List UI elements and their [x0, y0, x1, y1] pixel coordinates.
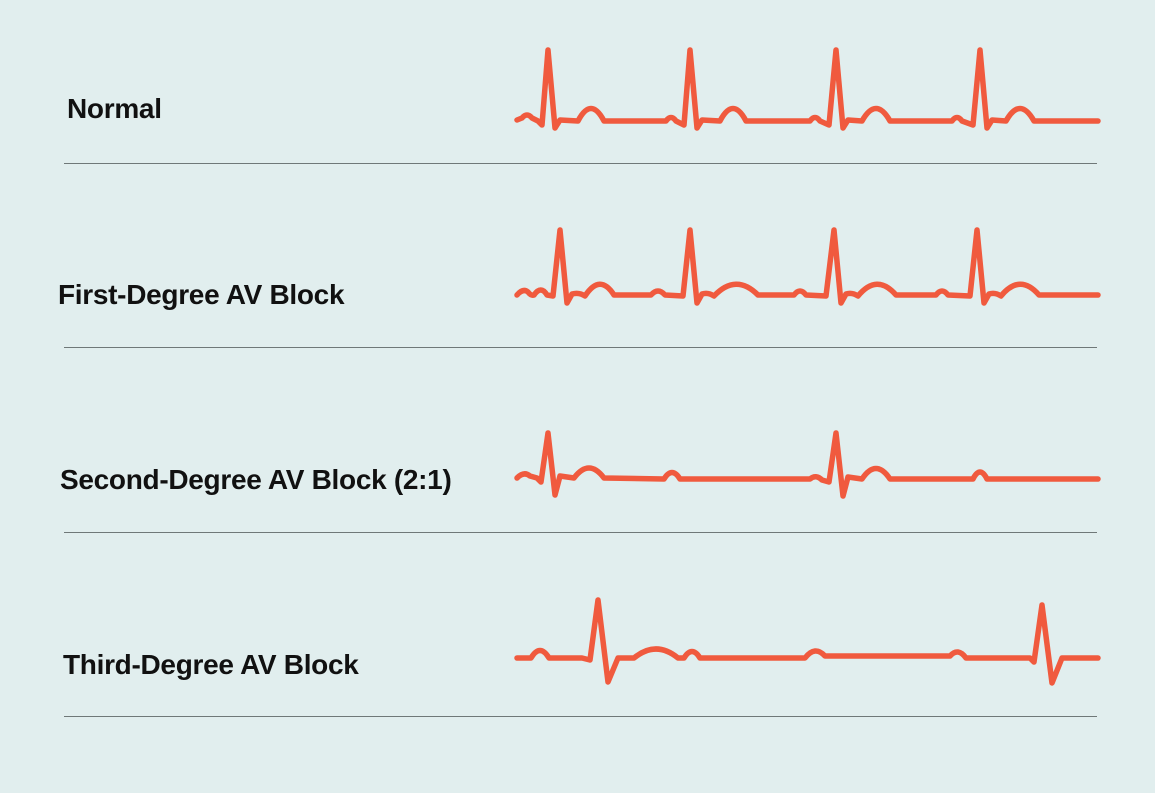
ecg-waveform	[517, 600, 1098, 683]
row-divider	[64, 347, 1097, 348]
rhythm-row-third-degree: Third-Degree AV Block	[0, 555, 1155, 740]
rhythm-row-first-degree: First-Degree AV Block	[0, 185, 1155, 370]
ecg-trace-third-degree	[0, 555, 1155, 740]
ecg-trace-first-degree	[0, 185, 1155, 370]
ecg-waveform	[517, 50, 1098, 128]
rhythm-row-normal: Normal	[0, 0, 1155, 185]
ecg-trace-second-degree	[0, 370, 1155, 555]
ecg-waveform	[517, 230, 1098, 303]
row-divider	[64, 716, 1097, 717]
row-divider	[64, 532, 1097, 533]
row-divider	[64, 163, 1097, 164]
ecg-trace-normal	[0, 0, 1155, 185]
ecg-waveform	[517, 433, 1098, 496]
rhythm-row-second-degree: Second-Degree AV Block (2:1)	[0, 370, 1155, 555]
